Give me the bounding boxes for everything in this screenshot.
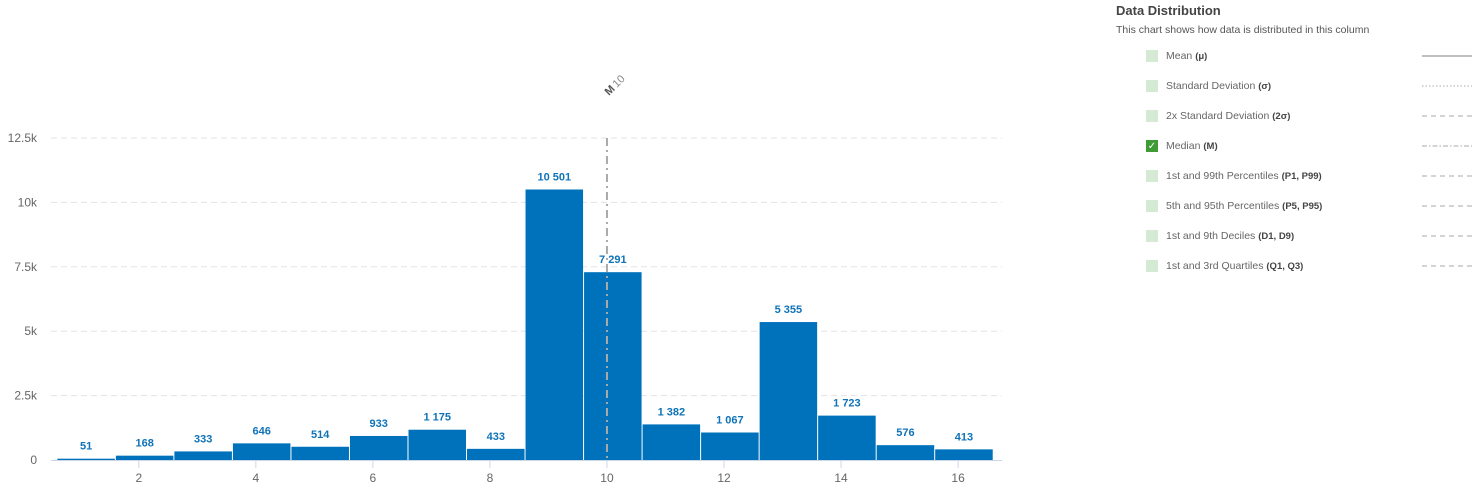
y-tick-label: 7.5k: [14, 260, 38, 274]
line-style-dashdot-icon: [1422, 145, 1472, 147]
checkbox-icon[interactable]: [1146, 110, 1158, 122]
line-style-dashed-icon: [1422, 265, 1472, 267]
x-tick-label: 6: [370, 471, 377, 485]
line-style-dashed-icon: [1422, 175, 1472, 177]
histogram-bar: [467, 448, 525, 460]
x-tick-label: 2: [135, 471, 142, 485]
x-tick-label: 16: [951, 471, 965, 485]
legend-item-label: Mean (μ): [1166, 50, 1208, 62]
legend-item-label: Standard Deviation (σ): [1166, 80, 1272, 92]
y-tick-label: 12.5k: [8, 131, 38, 145]
histogram-bar: [57, 458, 115, 460]
checkbox-checked-icon[interactable]: ✓: [1146, 140, 1158, 152]
legend-title: Data Distribution: [1116, 3, 1221, 18]
histogram-bar: [701, 432, 759, 460]
bar-value-label: 514: [311, 429, 330, 441]
histogram-bar: [935, 449, 993, 460]
line-style-dotted-icon: [1422, 85, 1472, 87]
line-style-dashed-icon: [1422, 235, 1472, 237]
histogram-bar: [584, 272, 642, 460]
bar-value-label: 10 501: [537, 171, 571, 183]
bar-value-label: 413: [955, 431, 973, 443]
bar-value-label: 1 175: [423, 412, 451, 424]
line-style-dashed-icon: [1422, 115, 1472, 117]
histogram-bar: [232, 443, 291, 460]
histogram-bar: [759, 322, 818, 460]
median-label: M10: [603, 73, 628, 98]
legend-item-1st-and-3rd-quartiles[interactable]: 1st and 3rd Quartiles (Q1, Q3): [1146, 258, 1476, 274]
legend-subtitle: This chart shows how data is distributed…: [1116, 24, 1370, 36]
x-tick-label: 14: [834, 471, 848, 485]
bar-value-label: 51: [80, 441, 92, 453]
legend-panel: Data Distribution This chart shows how d…: [1116, 0, 1480, 272]
x-tick-label: 12: [717, 471, 731, 485]
bar-value-label: 5 355: [775, 304, 803, 316]
x-tick-label: 10: [600, 471, 614, 485]
bar-value-label: 7 291: [599, 254, 627, 266]
line-style-dashed-icon: [1422, 205, 1472, 207]
legend-item-label: 1st and 9th Deciles (D1, D9): [1166, 230, 1295, 242]
legend-item-mean[interactable]: Mean (μ): [1146, 48, 1476, 64]
bar-value-label: 433: [487, 431, 505, 443]
checkbox-icon[interactable]: [1146, 200, 1158, 212]
legend-item-1st-and-99th-percentiles[interactable]: 1st and 99th Percentiles (P1, P99): [1146, 168, 1476, 184]
bar-value-label: 576: [896, 427, 914, 439]
legend-item-label: 5th and 95th Percentiles (P5, P95): [1166, 200, 1323, 212]
histogram-bar: [818, 415, 876, 460]
bar-value-label: 168: [135, 438, 153, 450]
legend-item-label: 1st and 3rd Quartiles (Q1, Q3): [1166, 260, 1304, 272]
y-tick-label: 0: [30, 453, 37, 467]
legend-item-label: Median (M): [1166, 140, 1218, 152]
legend-item-2x-standard-deviation[interactable]: 2x Standard Deviation (2σ): [1146, 108, 1476, 124]
legend-item-label: 1st and 99th Percentiles (P1, P99): [1166, 170, 1322, 182]
checkbox-icon[interactable]: [1146, 260, 1158, 272]
histogram-bar: [408, 429, 467, 460]
y-tick-label: 2.5k: [14, 389, 38, 403]
histogram-bar: [876, 445, 935, 460]
line-style-solid-icon: [1422, 55, 1472, 57]
legend-item-5th-and-95th-percentiles[interactable]: 5th and 95th Percentiles (P5, P95): [1146, 198, 1476, 214]
bar-value-label: 646: [253, 425, 271, 437]
x-tick-label: 8: [487, 471, 494, 485]
x-tick-label: 4: [252, 471, 259, 485]
legend-item-1st-and-9th-deciles[interactable]: 1st and 9th Deciles (D1, D9): [1146, 228, 1476, 244]
histogram-bar: [642, 424, 701, 460]
checkbox-icon[interactable]: [1146, 230, 1158, 242]
y-tick-label: 5k: [24, 324, 38, 338]
histogram-bar: [174, 451, 232, 460]
histogram-bar: [291, 446, 349, 460]
histogram-bar: [525, 189, 584, 460]
legend-item-label: 2x Standard Deviation (2σ): [1166, 110, 1291, 122]
bar-value-label: 1 723: [833, 398, 861, 410]
bar-value-label: 333: [194, 433, 212, 445]
checkbox-icon[interactable]: [1146, 80, 1158, 92]
legend-item-median[interactable]: ✓ Median (M): [1146, 138, 1476, 154]
bar-value-label: 1 067: [716, 415, 744, 427]
checkbox-icon[interactable]: [1146, 50, 1158, 62]
histogram-bar: [349, 435, 408, 460]
bar-value-label: 933: [370, 418, 388, 430]
checkbox-icon[interactable]: [1146, 170, 1158, 182]
legend-item-standard-deviation[interactable]: Standard Deviation (σ): [1146, 78, 1476, 94]
histogram-bar: [115, 455, 174, 460]
y-tick-label: 10k: [18, 195, 38, 209]
bar-value-label: 1 382: [658, 406, 686, 418]
